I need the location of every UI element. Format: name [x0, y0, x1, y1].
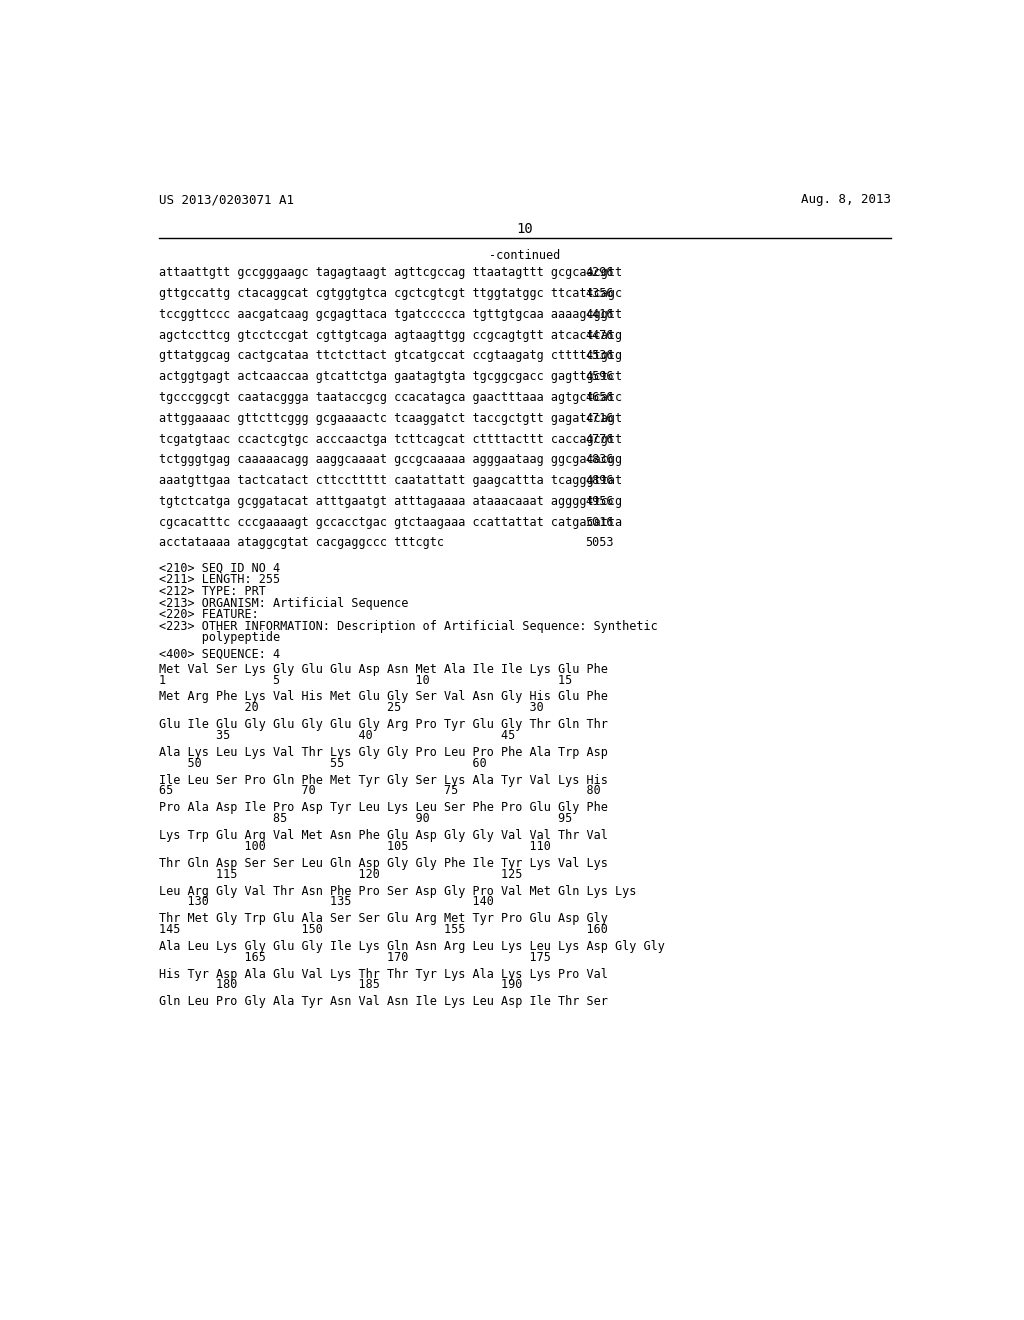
Text: 4716: 4716	[586, 412, 613, 425]
Text: 1               5                   10                  15: 1 5 10 15	[159, 673, 572, 686]
Text: cgcacatttc cccgaaaagt gccacctgac gtctaagaaa ccattattat catgacatta: cgcacatttc cccgaaaagt gccacctgac gtctaag…	[159, 516, 623, 529]
Text: US 2013/0203071 A1: US 2013/0203071 A1	[159, 193, 294, 206]
Text: 20                  25                  30: 20 25 30	[159, 701, 544, 714]
Text: Lys Trp Glu Arg Val Met Asn Phe Glu Asp Gly Gly Val Val Thr Val: Lys Trp Glu Arg Val Met Asn Phe Glu Asp …	[159, 829, 608, 842]
Text: Glu Ile Glu Gly Glu Gly Glu Gly Arg Pro Tyr Glu Gly Thr Gln Thr: Glu Ile Glu Gly Glu Gly Glu Gly Arg Pro …	[159, 718, 608, 731]
Text: aaatgttgaa tactcatact cttccttttt caatattatt gaagcattta tcagggttat: aaatgttgaa tactcatact cttccttttt caatatt…	[159, 474, 623, 487]
Text: tgtctcatga gcggatacat atttgaatgt atttagaaaa ataaacaaat aggggttccg: tgtctcatga gcggatacat atttgaatgt atttaga…	[159, 495, 623, 508]
Text: 100                 105                 110: 100 105 110	[159, 840, 551, 853]
Text: 4296: 4296	[586, 267, 613, 280]
Text: -continued: -continued	[489, 249, 560, 263]
Text: Ala Lys Leu Lys Val Thr Lys Gly Gly Pro Leu Pro Phe Ala Trp Asp: Ala Lys Leu Lys Val Thr Lys Gly Gly Pro …	[159, 746, 608, 759]
Text: 130                 135                 140: 130 135 140	[159, 895, 494, 908]
Text: attggaaaac gttcttcggg gcgaaaactc tcaaggatct taccgctgtt gagatccagt: attggaaaac gttcttcggg gcgaaaactc tcaagga…	[159, 412, 623, 425]
Text: attaattgtt gccgggaagc tagagtaagt agttcgccag ttaatagttt gcgcaacgtt: attaattgtt gccgggaagc tagagtaagt agttcgc…	[159, 267, 623, 280]
Text: Ala Leu Lys Gly Glu Gly Ile Lys Gln Asn Arg Leu Lys Leu Lys Asp Gly Gly: Ala Leu Lys Gly Glu Gly Ile Lys Gln Asn …	[159, 940, 665, 953]
Text: 85                  90                  95: 85 90 95	[159, 812, 572, 825]
Text: 180                 185                 190: 180 185 190	[159, 978, 522, 991]
Text: 4536: 4536	[586, 350, 613, 363]
Text: tccggttccc aacgatcaag gcgagttaca tgatccccca tgttgtgcaa aaaagcggtt: tccggttccc aacgatcaag gcgagttaca tgatccc…	[159, 308, 623, 321]
Text: 4896: 4896	[586, 474, 613, 487]
Text: 145                 150                 155                 160: 145 150 155 160	[159, 923, 608, 936]
Text: <211> LENGTH: 255: <211> LENGTH: 255	[159, 573, 281, 586]
Text: 50                  55                  60: 50 55 60	[159, 756, 486, 770]
Text: 10: 10	[516, 222, 534, 236]
Text: 4656: 4656	[586, 391, 613, 404]
Text: polypeptide: polypeptide	[159, 631, 281, 644]
Text: tcgatgtaac ccactcgtgc acccaactga tcttcagcat cttttacttt caccagcgtt: tcgatgtaac ccactcgtgc acccaactga tcttcag…	[159, 433, 623, 446]
Text: Thr Met Gly Trp Glu Ala Ser Ser Glu Arg Met Tyr Pro Glu Asp Gly: Thr Met Gly Trp Glu Ala Ser Ser Glu Arg …	[159, 912, 608, 925]
Text: 5053: 5053	[586, 536, 613, 549]
Text: <212> TYPE: PRT: <212> TYPE: PRT	[159, 585, 266, 598]
Text: 35                  40                  45: 35 40 45	[159, 729, 515, 742]
Text: 4356: 4356	[586, 286, 613, 300]
Text: Met Arg Phe Lys Val His Met Glu Gly Ser Val Asn Gly His Glu Phe: Met Arg Phe Lys Val His Met Glu Gly Ser …	[159, 690, 608, 704]
Text: tctgggtgag caaaaacagg aaggcaaaat gccgcaaaaa agggaataag ggcgacacgg: tctgggtgag caaaaacagg aaggcaaaat gccgcaa…	[159, 453, 623, 466]
Text: 4776: 4776	[586, 433, 613, 446]
Text: Pro Ala Asp Ile Pro Asp Tyr Leu Lys Leu Ser Phe Pro Glu Gly Phe: Pro Ala Asp Ile Pro Asp Tyr Leu Lys Leu …	[159, 801, 608, 814]
Text: 4836: 4836	[586, 453, 613, 466]
Text: agctccttcg gtcctccgat cgttgtcaga agtaagttgg ccgcagtgtt atcactcatg: agctccttcg gtcctccgat cgttgtcaga agtaagt…	[159, 329, 623, 342]
Text: Aug. 8, 2013: Aug. 8, 2013	[801, 193, 891, 206]
Text: Ile Leu Ser Pro Gln Phe Met Tyr Gly Ser Lys Ala Tyr Val Lys His: Ile Leu Ser Pro Gln Phe Met Tyr Gly Ser …	[159, 774, 608, 787]
Text: 65                  70                  75                  80: 65 70 75 80	[159, 784, 601, 797]
Text: Met Val Ser Lys Gly Glu Glu Asp Asn Met Ala Ile Ile Lys Glu Phe: Met Val Ser Lys Gly Glu Glu Asp Asn Met …	[159, 663, 608, 676]
Text: 165                 170                 175: 165 170 175	[159, 950, 551, 964]
Text: gttatggcag cactgcataa ttctcttact gtcatgccat ccgtaagatg cttttctgtg: gttatggcag cactgcataa ttctcttact gtcatgc…	[159, 350, 623, 363]
Text: <213> ORGANISM: Artificial Sequence: <213> ORGANISM: Artificial Sequence	[159, 597, 409, 610]
Text: <223> OTHER INFORMATION: Description of Artificial Sequence: Synthetic: <223> OTHER INFORMATION: Description of …	[159, 619, 657, 632]
Text: tgcccggcgt caatacggga taataccgcg ccacatagca gaactttaaa agtgctcatc: tgcccggcgt caatacggga taataccgcg ccacata…	[159, 391, 623, 404]
Text: <220> FEATURE:: <220> FEATURE:	[159, 609, 259, 622]
Text: His Tyr Asp Ala Glu Val Lys Thr Thr Tyr Lys Ala Lys Lys Pro Val: His Tyr Asp Ala Glu Val Lys Thr Thr Tyr …	[159, 968, 608, 981]
Text: <400> SEQUENCE: 4: <400> SEQUENCE: 4	[159, 647, 281, 660]
Text: Thr Gln Asp Ser Ser Leu Gln Asp Gly Gly Phe Ile Tyr Lys Val Lys: Thr Gln Asp Ser Ser Leu Gln Asp Gly Gly …	[159, 857, 608, 870]
Text: Leu Arg Gly Val Thr Asn Phe Pro Ser Asp Gly Pro Val Met Gln Lys Lys: Leu Arg Gly Val Thr Asn Phe Pro Ser Asp …	[159, 884, 636, 898]
Text: Gln Leu Pro Gly Ala Tyr Asn Val Asn Ile Lys Leu Asp Ile Thr Ser: Gln Leu Pro Gly Ala Tyr Asn Val Asn Ile …	[159, 995, 608, 1008]
Text: <210> SEQ ID NO 4: <210> SEQ ID NO 4	[159, 562, 281, 576]
Text: 4416: 4416	[586, 308, 613, 321]
Text: 115                 120                 125: 115 120 125	[159, 867, 522, 880]
Text: acctataaaa ataggcgtat cacgaggccc tttcgtc: acctataaaa ataggcgtat cacgaggccc tttcgtc	[159, 536, 444, 549]
Text: gttgccattg ctacaggcat cgtggtgtca cgctcgtcgt ttggtatggc ttcattcagc: gttgccattg ctacaggcat cgtggtgtca cgctcgt…	[159, 286, 623, 300]
Text: 4476: 4476	[586, 329, 613, 342]
Text: 4956: 4956	[586, 495, 613, 508]
Text: 5016: 5016	[586, 516, 613, 529]
Text: 4596: 4596	[586, 370, 613, 383]
Text: actggtgagt actcaaccaa gtcattctga gaatagtgta tgcggcgacc gagttgctct: actggtgagt actcaaccaa gtcattctga gaatagt…	[159, 370, 623, 383]
